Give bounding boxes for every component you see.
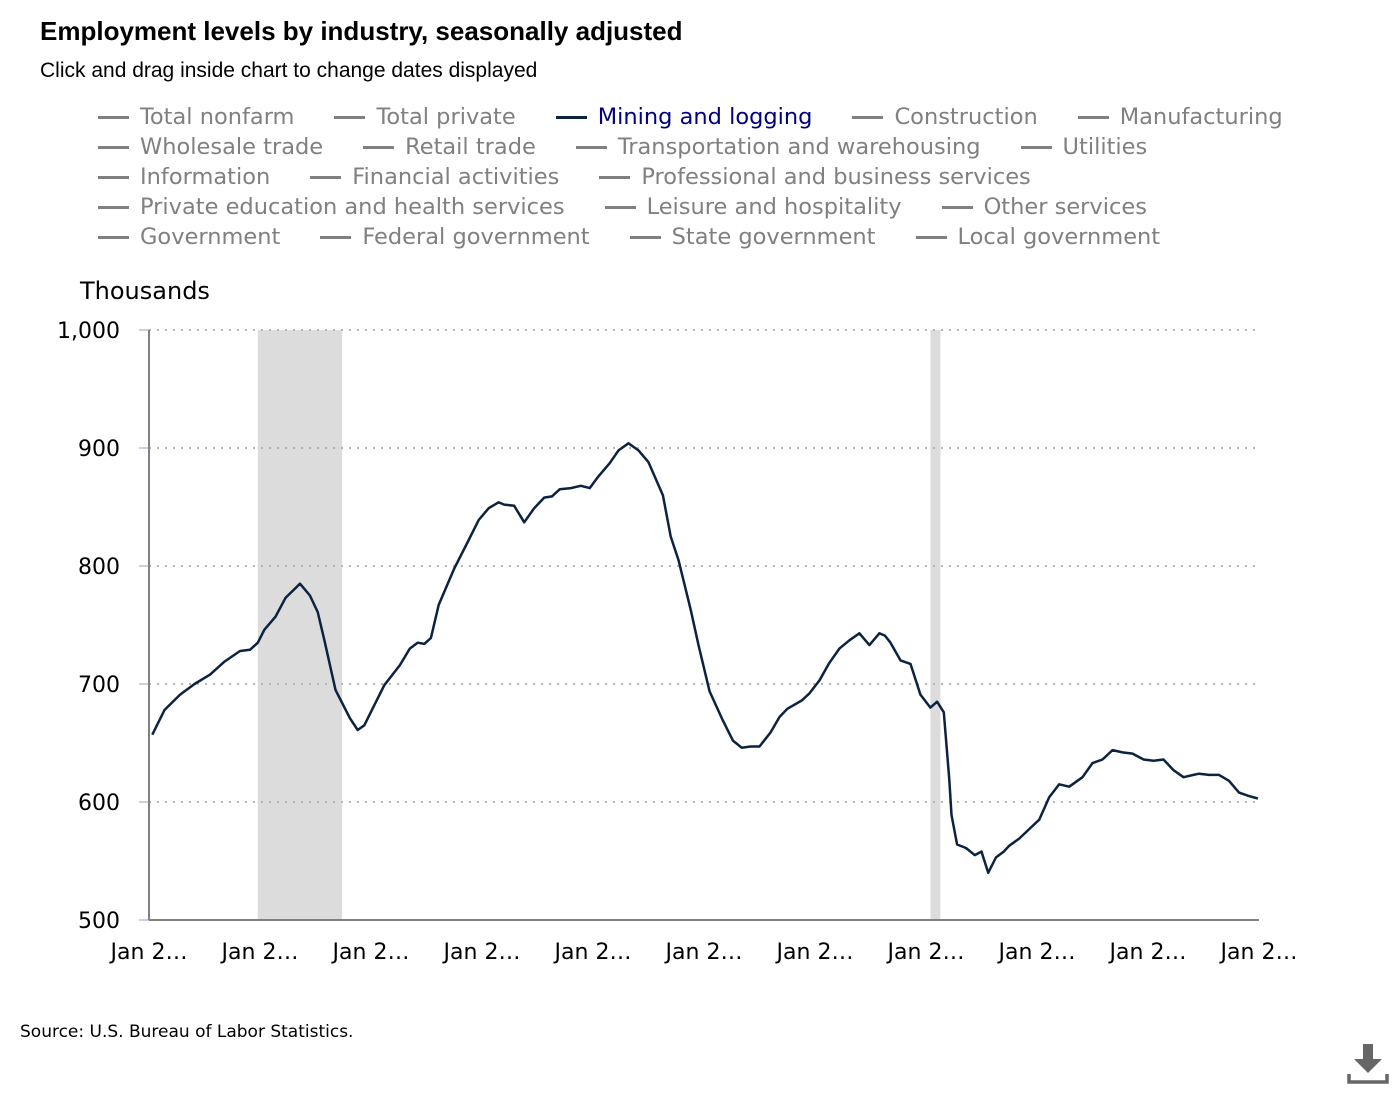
legend-label: Professional and business services (641, 164, 1031, 190)
legend-line-icon (98, 145, 129, 149)
legend-line-icon (98, 205, 129, 209)
x-axis: Jan 2… Jan 2… Jan 2… Jan 2… Jan 2… Jan 2… Jan … (109, 919, 1298, 965)
x-tick-label: Jan 2… (109, 940, 188, 965)
legend-label: Utilities (1062, 134, 1148, 160)
legend-item-construction[interactable]: Construction (852, 104, 1038, 130)
legend-label: Leisure and hospitality (646, 194, 902, 220)
download-icon (1347, 1044, 1389, 1084)
legend-line-icon (915, 235, 947, 239)
recession-band (930, 330, 941, 920)
legend-item-mining-and-logging[interactable]: Mining and logging (555, 104, 813, 130)
x-tick-label: Jan 2… (886, 940, 965, 965)
legend-item-transportation-and-warehousing[interactable]: Transportation and warehousing (575, 134, 981, 160)
legend-label: Financial activities (352, 164, 560, 190)
y-tick-label: 500 (78, 909, 120, 934)
legend-item-utilities[interactable]: Utilities (1020, 134, 1148, 160)
legend-label: Manufacturing (1119, 104, 1283, 130)
legend-line-icon (98, 175, 129, 179)
y-tick-label: 800 (78, 555, 120, 580)
y-tick-label: 900 (78, 437, 120, 462)
legend-line-icon (575, 145, 607, 149)
legend-line-icon (1077, 115, 1109, 119)
legend-line-icon (629, 235, 661, 239)
legend-label: Information (140, 164, 271, 190)
legend-label: Wholesale trade (140, 134, 324, 160)
series-line-mining-and-logging (151, 442, 1259, 875)
legend-line-icon (98, 235, 129, 239)
chart-title: Employment levels by industry, seasonall… (40, 16, 683, 46)
x-tick-label: Jan 2… (664, 940, 743, 965)
legend-label: Local government (957, 224, 1161, 250)
legend-line-icon (599, 175, 631, 179)
legend-item-wholesale-trade[interactable]: Wholesale trade (98, 134, 323, 160)
x-tick-label: Jan 2… (997, 940, 1076, 965)
legend-label: Total private (376, 104, 516, 130)
source-note: Source: U.S. Bureau of Labor Statistics. (20, 1022, 354, 1042)
legend-label: Other services (983, 194, 1147, 220)
x-tick-label: Jan 2… (220, 940, 299, 965)
legend-label: Transportation and warehousing (617, 134, 981, 160)
legend-label: Federal government (362, 224, 590, 250)
legend-row: Information Financial activities Professio… (98, 162, 1378, 192)
legend: Total nonfarm Total private Mining and log… (98, 102, 1378, 252)
legend-line-icon (98, 115, 129, 119)
legend-item-other-services[interactable]: Other services (941, 194, 1147, 220)
legend-line-icon (310, 175, 342, 179)
legend-label: Total nonfarm (140, 104, 295, 130)
legend-line-icon (334, 115, 366, 119)
legend-label: State government (671, 224, 876, 250)
legend-label: Construction (894, 104, 1038, 130)
x-tick-label: Jan 2… (775, 940, 854, 965)
legend-item-professional-and-business-services[interactable]: Professional and business services (599, 164, 1031, 190)
series-group (151, 442, 1259, 875)
legend-row: Wholesale trade Retail trade Transportatio… (98, 132, 1378, 162)
legend-row: Total nonfarm Total private Mining and log… (98, 102, 1378, 132)
legend-row: Government Federal government State govern… (98, 222, 1378, 252)
recession-bands (257, 330, 941, 920)
legend-line-icon (941, 205, 973, 209)
chart-instructions: Click and drag inside chart to change da… (40, 59, 538, 82)
legend-item-leisure-and-hospitality[interactable]: Leisure and hospitality (604, 194, 902, 220)
y-axis: 500 600 700 800 900 1,000 (57, 319, 150, 934)
legend-item-financial-activities[interactable]: Financial activities (310, 164, 559, 190)
x-tick-label: Jan 2… (1219, 940, 1298, 965)
legend-item-total-private[interactable]: Total private (334, 104, 516, 130)
legend-item-state-government[interactable]: State government (629, 224, 876, 250)
legend-item-local-government[interactable]: Local government (915, 224, 1161, 250)
legend-label: Mining and logging (597, 104, 813, 130)
legend-line-icon (555, 115, 587, 119)
y-axis-label: Thousands (79, 277, 210, 305)
legend-item-manufacturing[interactable]: Manufacturing (1077, 104, 1283, 130)
y-tick-label: 600 (78, 791, 120, 816)
legend-line-icon (1020, 145, 1052, 149)
legend-line-icon (363, 145, 395, 149)
legend-item-government[interactable]: Government (98, 224, 280, 250)
legend-item-total-nonfarm[interactable]: Total nonfarm (98, 104, 294, 130)
legend-item-federal-government[interactable]: Federal government (320, 224, 590, 250)
recession-band (257, 330, 343, 920)
x-tick-label: Jan 2… (553, 940, 632, 965)
legend-row: Private education and health services Lei… (98, 192, 1378, 222)
x-tick-label: Jan 2… (331, 940, 410, 965)
legend-label: Government (140, 224, 281, 250)
legend-item-private-education-and-health-services[interactable]: Private education and health services (98, 194, 565, 220)
legend-item-retail-trade[interactable]: Retail trade (363, 134, 536, 160)
legend-label: Retail trade (405, 134, 536, 160)
legend-line-icon (852, 115, 884, 119)
legend-item-information[interactable]: Information (98, 164, 270, 190)
legend-label: Private education and health services (140, 194, 565, 220)
download-button[interactable] (1346, 1042, 1390, 1086)
y-tick-label: 700 (78, 673, 120, 698)
x-tick-label: Jan 2… (1108, 940, 1187, 965)
legend-line-icon (320, 235, 352, 239)
x-tick-label: Jan 2… (442, 940, 521, 965)
y-tick-label: 1,000 (57, 319, 120, 344)
legend-line-icon (604, 205, 636, 209)
